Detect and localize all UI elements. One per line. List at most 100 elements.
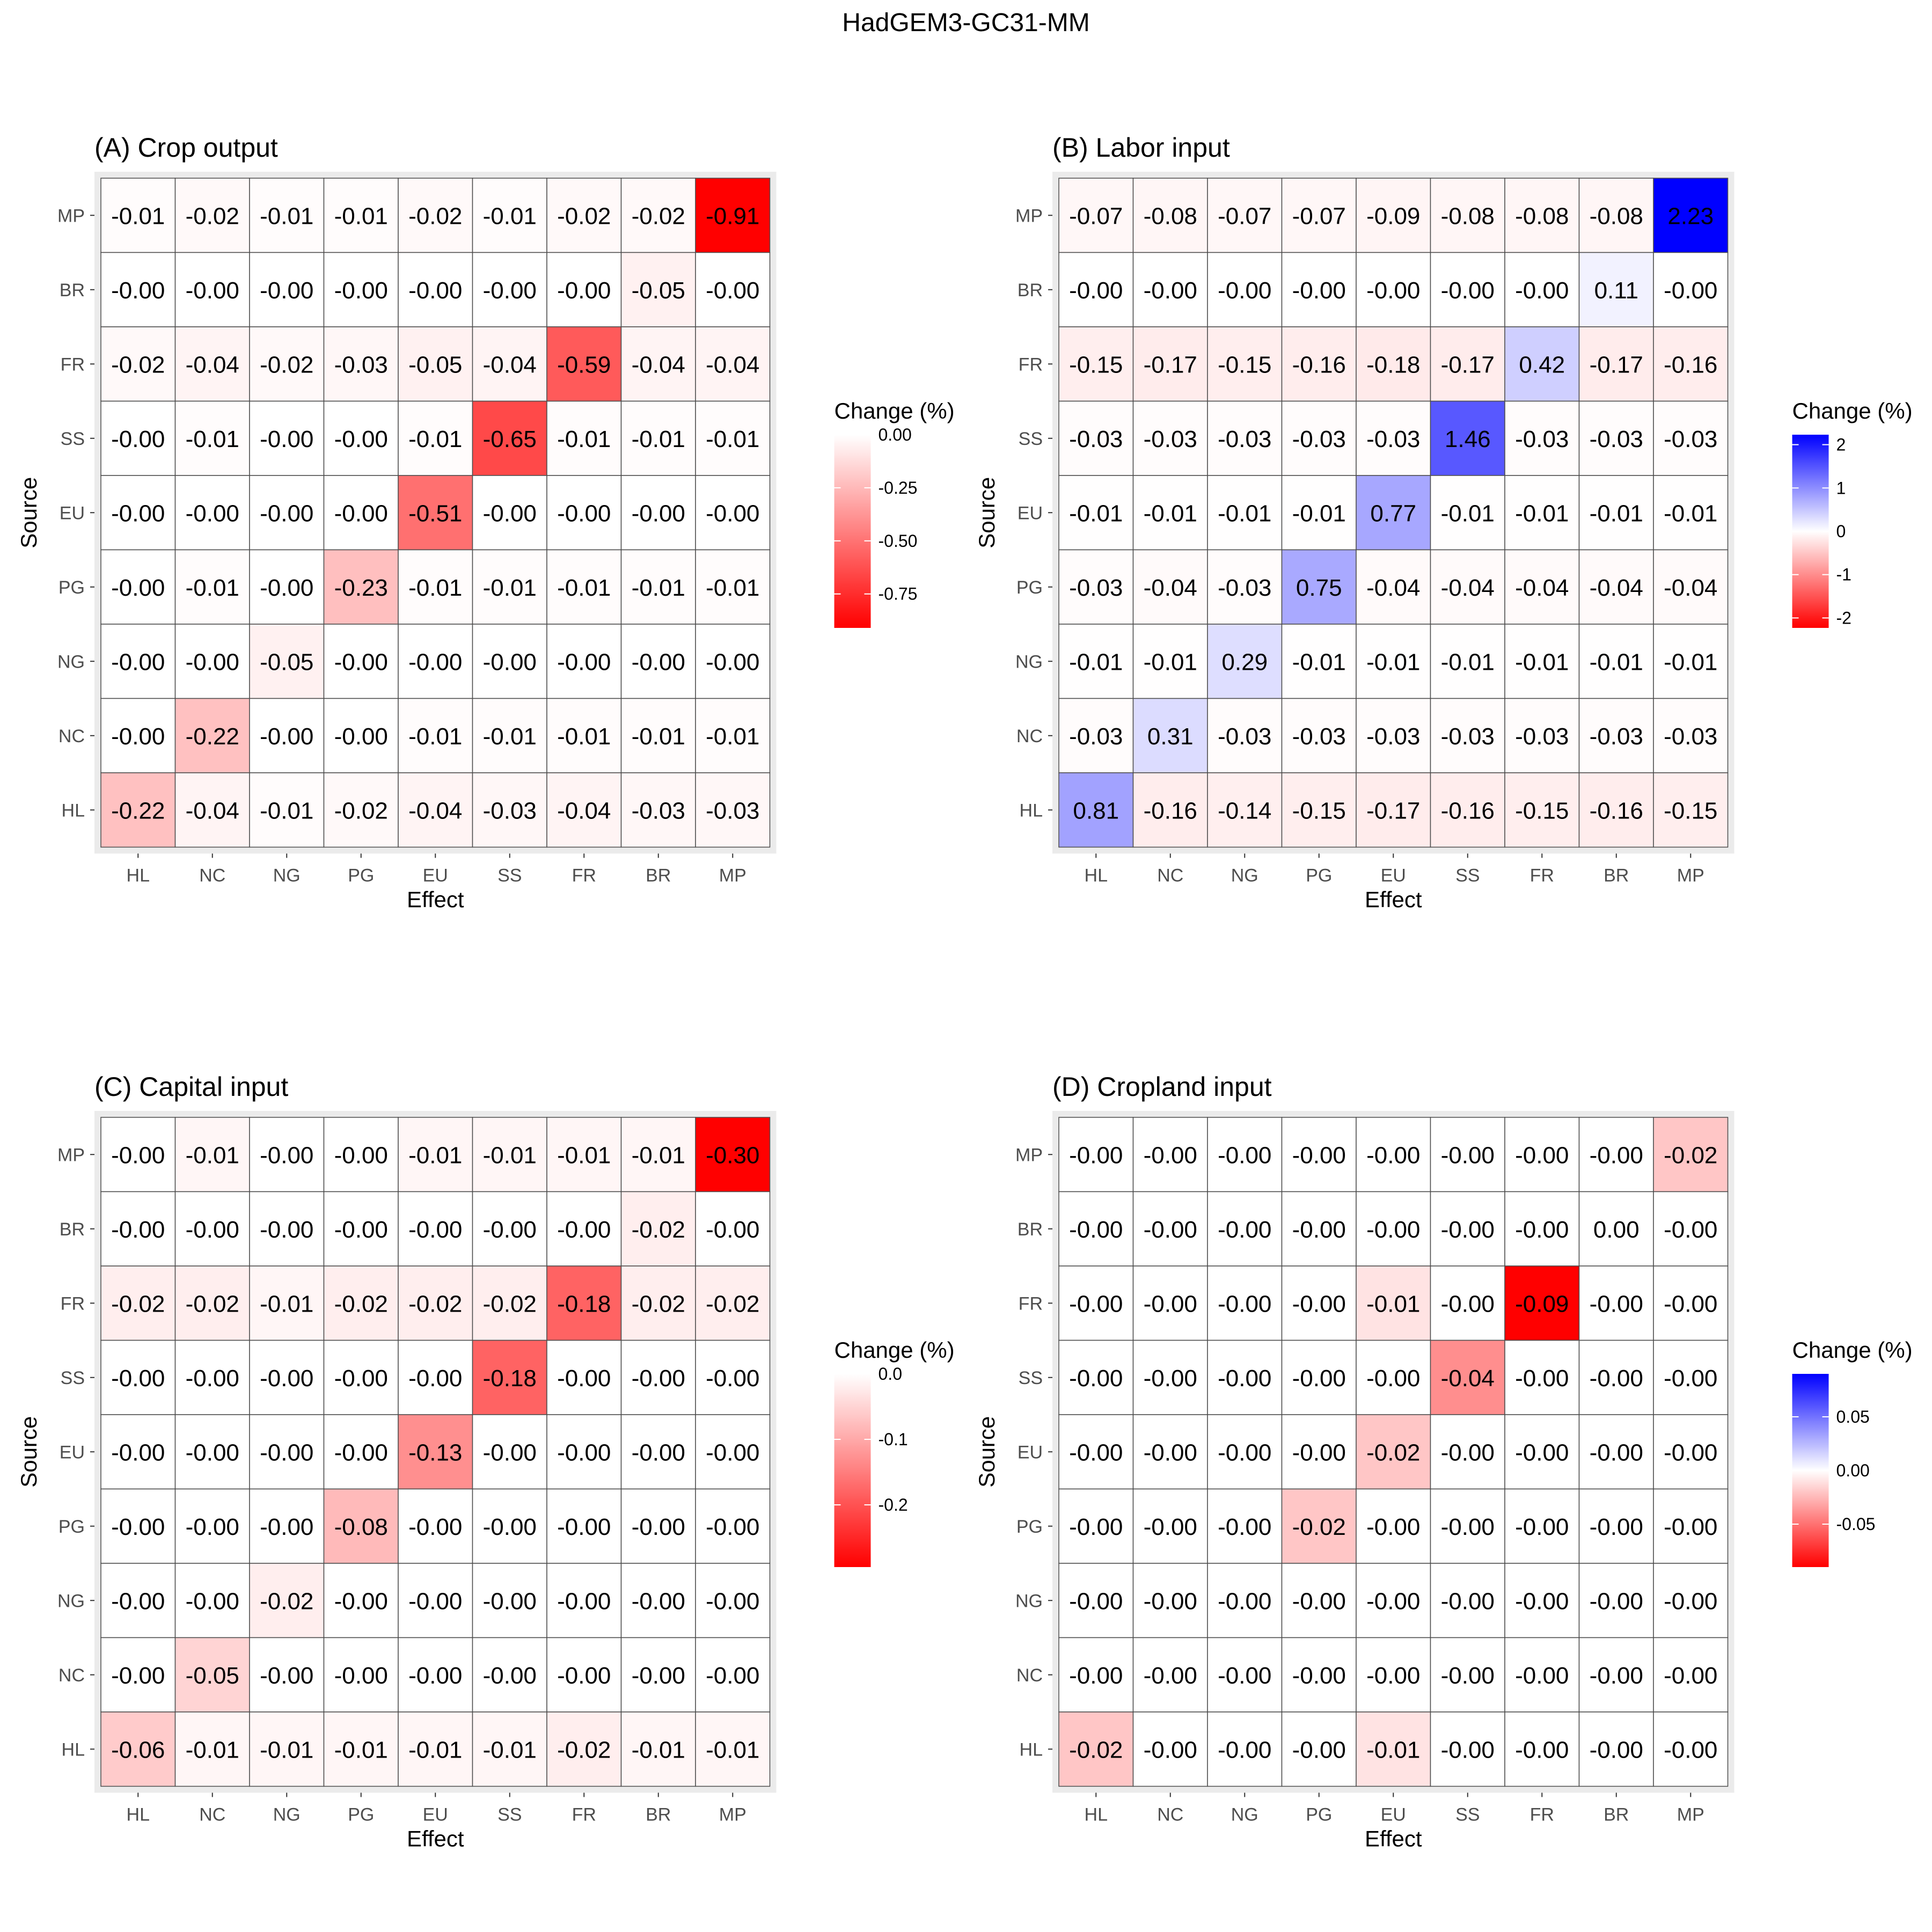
heatmap-cell	[323, 178, 399, 253]
cell-label: -0.00	[260, 426, 313, 452]
cell-label: -0.00	[186, 277, 239, 304]
heatmap-cell	[1356, 1414, 1431, 1490]
cell-label: -0.00	[111, 500, 165, 526]
heatmap-cell	[620, 475, 696, 551]
x-tick-label: NC	[1157, 866, 1183, 886]
heatmap-cell	[1356, 624, 1431, 699]
cell-label: -0.03	[1366, 426, 1420, 452]
cell-label: -0.00	[111, 1365, 165, 1392]
x-axis-title: Effect	[407, 1826, 464, 1851]
y-tick-label: EU	[60, 1442, 85, 1462]
heatmap-cell	[398, 475, 473, 551]
cell-label: -0.01	[1366, 649, 1420, 675]
heatmap-cell	[1058, 1191, 1134, 1267]
cell-label: -0.01	[408, 426, 462, 452]
cell-label: -0.00	[1069, 1663, 1123, 1689]
cell-label: -0.00	[186, 1439, 239, 1466]
x-axis-title: Effect	[1365, 1826, 1422, 1851]
panel-title: (B) Labor input	[1052, 133, 1230, 163]
cell-label: -0.00	[1144, 1365, 1197, 1392]
cell-label: -0.00	[1292, 1291, 1346, 1317]
heatmap-cell	[546, 326, 622, 402]
heatmap-cell	[323, 1191, 399, 1267]
heatmap-cell	[398, 1563, 473, 1638]
cell-label: -0.00	[1515, 1365, 1569, 1392]
cell-label: -0.00	[408, 649, 462, 675]
cell-label: -0.00	[186, 1365, 239, 1392]
y-tick-label: BR	[60, 280, 85, 301]
y-tick-label: BR	[1018, 280, 1043, 301]
x-tick-label: HL	[1085, 866, 1108, 886]
cell-label: -0.01	[260, 1737, 313, 1763]
heatmap-cell	[100, 1340, 176, 1415]
heatmap-cell	[1504, 549, 1580, 625]
heatmap-cell	[620, 178, 696, 253]
cell-label: -0.04	[186, 352, 239, 378]
cell-label: 0.31	[1147, 723, 1194, 750]
heatmap-cell	[1356, 326, 1431, 402]
heatmap-cell	[1578, 326, 1654, 402]
y-tick-label: HL	[1020, 800, 1043, 821]
x-tick-label: HL	[127, 866, 150, 886]
cell-label: -0.00	[1515, 1439, 1569, 1466]
cell-label: -0.00	[1664, 1365, 1717, 1392]
y-axis-title: Source	[16, 477, 41, 548]
cell-label: -0.04	[1441, 1365, 1495, 1392]
heatmap-cell	[546, 400, 622, 476]
cell-label: -0.00	[408, 277, 462, 304]
cell-label: -0.00	[706, 277, 759, 304]
x-tick-label: HL	[1085, 1805, 1108, 1825]
heatmap-cell	[1504, 1563, 1580, 1638]
cell-label: -0.00	[1292, 1365, 1346, 1392]
cell-label: -0.03	[1218, 723, 1271, 750]
cell-label: -0.02	[706, 1291, 759, 1317]
heatmap-cell	[695, 1265, 771, 1341]
cell-label: -0.01	[1515, 500, 1569, 526]
cell-label: -0.00	[1515, 277, 1569, 304]
heatmap-cell	[546, 1488, 622, 1564]
heatmap-cell	[1430, 178, 1505, 253]
heatmap-cell	[546, 475, 622, 551]
heatmap-panel-4: (D) Cropland input -0.00 -0.00 -0.00 -0.00 -0…	[974, 1072, 1913, 1851]
cell-label: -0.00	[632, 1439, 685, 1466]
heatmap-cell	[398, 1265, 473, 1341]
cell-label: -0.00	[1144, 1663, 1197, 1689]
heatmap-cell	[1430, 698, 1505, 773]
heatmap-cell	[398, 178, 473, 253]
cell-label: -0.01	[408, 1737, 462, 1763]
heatmap-cell	[695, 772, 771, 848]
heatmap-cell	[323, 772, 399, 848]
heatmap-cell	[1281, 178, 1357, 253]
x-tick-label: MP	[1677, 866, 1704, 886]
heatmap-cell	[174, 252, 250, 327]
y-tick-label: FR	[61, 1293, 85, 1314]
heatmap-cell	[1504, 1488, 1580, 1564]
heatmap-cell	[1578, 1711, 1654, 1787]
heatmap-cell	[1578, 400, 1654, 476]
heatmap-cell	[249, 252, 325, 327]
cell-label: -0.02	[408, 1291, 462, 1317]
heatmap-cell	[1653, 1414, 1729, 1490]
heatmap-cell	[546, 1711, 622, 1787]
cell-label: -0.00	[334, 649, 388, 675]
cell-label: -0.00	[1144, 1291, 1197, 1317]
x-tick-label: SS	[1455, 866, 1480, 886]
cell-label: -0.00	[1664, 1588, 1717, 1614]
heatmap-cell	[1578, 1414, 1654, 1490]
cell-label: -0.59	[557, 352, 611, 378]
cell-label: -0.02	[408, 203, 462, 229]
legend-colorbar	[834, 1374, 871, 1567]
legend-tick-label: 2	[1836, 435, 1846, 455]
cell-label: -0.00	[632, 500, 685, 526]
heatmap-cell	[620, 252, 696, 327]
cell-label: -0.00	[1664, 277, 1717, 304]
cell-label: 0.29	[1221, 649, 1268, 675]
heatmap-cell	[1578, 1488, 1654, 1564]
legend-colorbar	[834, 435, 871, 628]
heatmap-cell	[1653, 549, 1729, 625]
heatmap-cell	[1578, 252, 1654, 327]
legend-tick-label: -1	[1836, 565, 1851, 584]
legend-tick-label: -0.05	[1836, 1514, 1876, 1534]
cell-label: -0.01	[408, 575, 462, 601]
heatmap-cell	[398, 1711, 473, 1787]
